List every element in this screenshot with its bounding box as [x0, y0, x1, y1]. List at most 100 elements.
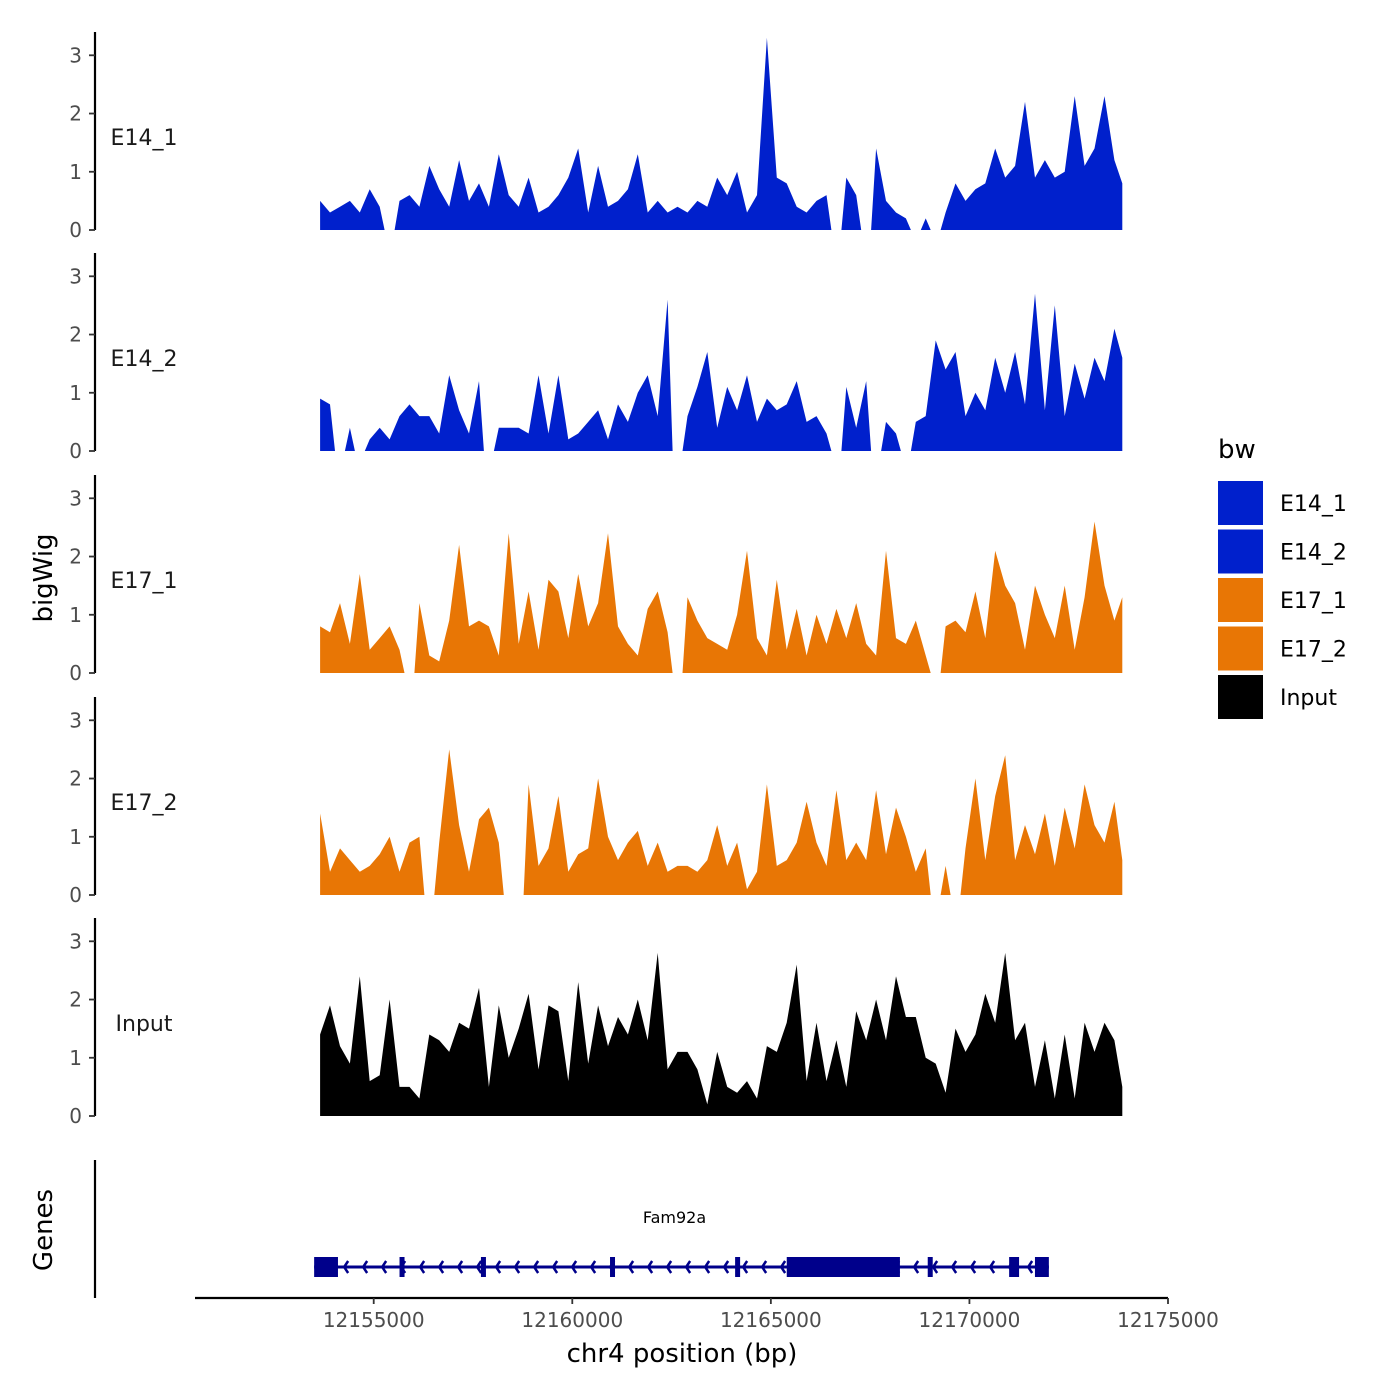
legend-swatch	[1218, 481, 1263, 525]
legend-label: E14_1	[1280, 492, 1347, 517]
exon	[1034, 1257, 1049, 1277]
signal-area	[320, 749, 1123, 895]
x-axis: 12155000 12160000 12165000 12170000 12175000	[195, 1296, 1219, 1332]
legend-swatch	[1218, 675, 1263, 719]
strand-arrow	[703, 1260, 711, 1274]
y-tick-label: 3	[69, 486, 82, 510]
strand-arrow	[380, 1260, 388, 1274]
y-tick-label: 1	[69, 825, 82, 849]
exon	[610, 1257, 616, 1277]
y-tick-label: 3	[69, 43, 82, 67]
x-tick-label: 12170000	[919, 1308, 1021, 1332]
x-axis-title: chr4 position (bp)	[567, 1339, 798, 1369]
y-tick-label: 0	[69, 439, 82, 463]
legend-label: E14_2	[1280, 541, 1347, 566]
strand-arrow	[418, 1260, 426, 1274]
exon	[399, 1257, 405, 1277]
legend-swatch	[1218, 529, 1263, 574]
legend-label: Input	[1280, 686, 1337, 711]
gene-track: Fam92a	[93, 1160, 1049, 1298]
y-tick-label: 2	[69, 767, 82, 791]
strand-arrow	[931, 1260, 939, 1274]
legend-swatch	[1218, 578, 1263, 622]
legend-item: E14_1	[1218, 481, 1347, 525]
x-tick-label: 12165000	[720, 1308, 822, 1332]
x-tick-label: 12160000	[521, 1308, 623, 1332]
y-tick-label: 2	[69, 323, 82, 347]
y-tick-label: 1	[69, 1046, 82, 1070]
strand-arrow	[760, 1260, 768, 1274]
exon	[786, 1257, 900, 1277]
bigwig-tracks: 0 1 2 3 E14_1 0 1 2 3 E14_2 0 1 2 3 E17_1 0 1 2 3 E17_2 0 1 2 3…	[69, 32, 1123, 1128]
gene-model: Fam92a	[314, 1208, 1049, 1277]
y-tick-label: 3	[69, 264, 82, 288]
y-tick-label: 2	[69, 988, 82, 1012]
signal-area	[320, 521, 1123, 673]
legend-label: E17_2	[1280, 638, 1347, 663]
strand-arrow	[513, 1260, 521, 1274]
y-tick-label: 0	[69, 883, 82, 907]
exon	[735, 1257, 741, 1277]
legend-swatch	[1218, 626, 1263, 671]
y-tick-label: 2	[69, 102, 82, 126]
strand-arrow	[475, 1260, 483, 1274]
track-e14-2: 0 1 2 3 E14_2	[69, 253, 1123, 463]
gene-track-title: Genes	[29, 1189, 59, 1271]
strand-arrow	[456, 1260, 464, 1274]
legend-item: E17_2	[1218, 626, 1347, 671]
strand-arrow	[969, 1260, 977, 1274]
y-tick-label: 3	[69, 708, 82, 732]
strand-arrow	[551, 1260, 559, 1274]
strand-arrow	[722, 1260, 730, 1274]
strand-arrow	[741, 1260, 749, 1274]
strand-arrow	[494, 1260, 502, 1274]
exon	[314, 1257, 338, 1277]
y-tick-label: 0	[69, 661, 82, 685]
track-input: 0 1 2 3 Input	[69, 918, 1123, 1128]
strand-arrow	[589, 1260, 597, 1274]
legend-item: E14_2	[1218, 529, 1347, 574]
strand-arrow	[532, 1260, 540, 1274]
x-tick-label: 12175000	[1117, 1308, 1219, 1332]
exon	[927, 1257, 933, 1277]
track-e14-1: 0 1 2 3 E14_1	[69, 32, 1123, 242]
strand-arrow	[1026, 1260, 1034, 1274]
strand-arrow	[342, 1260, 350, 1274]
strand-arrow	[684, 1260, 692, 1274]
strand-arrow	[779, 1260, 787, 1274]
legend: bw E14_1 E14_2 E17_1 E17_2 Input	[1218, 435, 1347, 719]
x-tick-label: 12155000	[323, 1308, 425, 1332]
strand-arrow	[437, 1260, 445, 1274]
track-label: E17_2	[111, 791, 178, 816]
legend-label: E17_1	[1280, 589, 1347, 614]
y-tick-label: 1	[69, 160, 82, 184]
strand-arrow	[361, 1260, 369, 1274]
strand-arrow	[570, 1260, 578, 1274]
y-tick-label: 3	[69, 929, 82, 953]
y-tick-label: 1	[69, 603, 82, 627]
exon	[1009, 1257, 1020, 1277]
exon	[480, 1257, 486, 1277]
signal-area	[320, 37, 1123, 230]
gene-label: Fam92a	[643, 1208, 706, 1227]
y-axis-title: bigWig	[29, 533, 59, 622]
strand-arrow	[665, 1260, 673, 1274]
track-e17-1: 0 1 2 3 E17_1	[69, 475, 1123, 685]
y-tick-label: 2	[69, 545, 82, 569]
legend-item: E17_1	[1218, 578, 1347, 622]
y-tick-label: 0	[69, 218, 82, 242]
legend-title: bw	[1218, 435, 1256, 465]
track-e17-2: 0 1 2 3 E17_2	[69, 697, 1123, 907]
strand-arrow	[627, 1260, 635, 1274]
y-tick-label: 1	[69, 381, 82, 405]
track-label: E14_1	[111, 126, 178, 151]
track-label: Input	[116, 1012, 173, 1037]
signal-area	[320, 293, 1123, 451]
track-label: E14_2	[111, 347, 178, 372]
y-tick-label: 0	[69, 1104, 82, 1128]
strand-arrow	[950, 1260, 958, 1274]
strand-arrow	[988, 1260, 996, 1274]
strand-arrow	[646, 1260, 654, 1274]
strand-arrow	[912, 1260, 920, 1274]
